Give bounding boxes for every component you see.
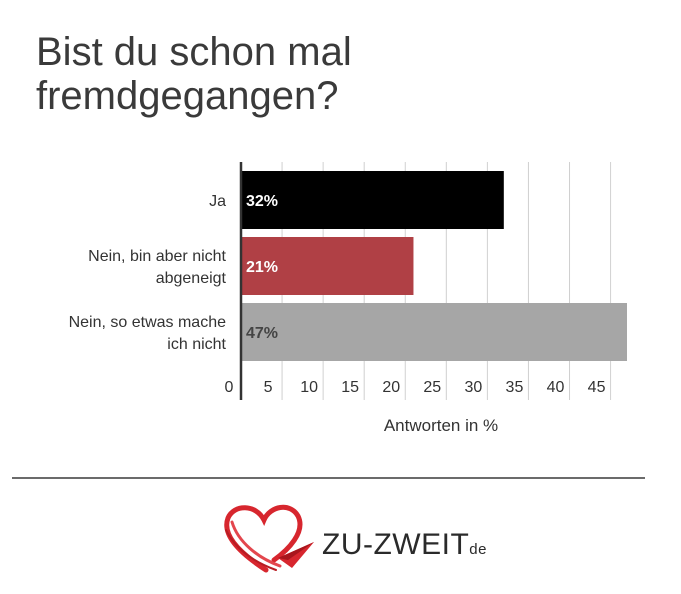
category-label-1-0: Nein, bin aber nicht xyxy=(88,248,226,265)
category-label-0-0: Ja xyxy=(209,193,226,210)
x-tick-label-5: 5 xyxy=(264,379,273,396)
bar-0 xyxy=(241,171,504,229)
x-tick-label-0: 0 xyxy=(225,379,234,396)
divider-line xyxy=(12,477,645,479)
brand-logo[interactable]: ZU-ZWEITde xyxy=(218,500,498,580)
bar-value-label-1: 21% xyxy=(246,259,278,276)
x-tick-label-30: 30 xyxy=(464,379,482,396)
chart-title: Bist du schon mal fremdgegangen? xyxy=(36,30,636,118)
category-label-2-0: Nein, so etwas mache xyxy=(69,314,227,331)
chart-title-line-1: Bist du schon mal xyxy=(36,30,352,74)
brand-suffix: de xyxy=(469,541,487,558)
chart-title-line-2: fremdgegangen? xyxy=(36,74,339,118)
x-tick-label-25: 25 xyxy=(423,379,441,396)
x-tick-label-40: 40 xyxy=(547,379,565,396)
brand-wordmark: ZU-ZWEITde xyxy=(322,528,487,562)
x-axis-label: Antworten in % xyxy=(384,416,498,435)
x-tick-label-35: 35 xyxy=(506,379,524,396)
x-tick-label-20: 20 xyxy=(382,379,400,396)
x-tick-label-45: 45 xyxy=(588,379,606,396)
bar-value-label-2: 47% xyxy=(246,325,278,342)
category-label-1-1: abgeneigt xyxy=(156,270,227,287)
brand-name: ZU-ZWEIT xyxy=(322,528,470,561)
bar-value-label-0: 32% xyxy=(246,193,278,210)
bar-chart: 32% Ja 21% Nein, bin aber nicht abgeneigt 47%… xyxy=(69,162,627,435)
bar-2 xyxy=(241,303,627,361)
bar-1 xyxy=(241,237,414,295)
heart-paper-plane-icon xyxy=(224,504,314,573)
x-tick-label-10: 10 xyxy=(300,379,318,396)
category-label-2-1: ich nicht xyxy=(167,336,226,353)
x-tick-label-15: 15 xyxy=(341,379,359,396)
